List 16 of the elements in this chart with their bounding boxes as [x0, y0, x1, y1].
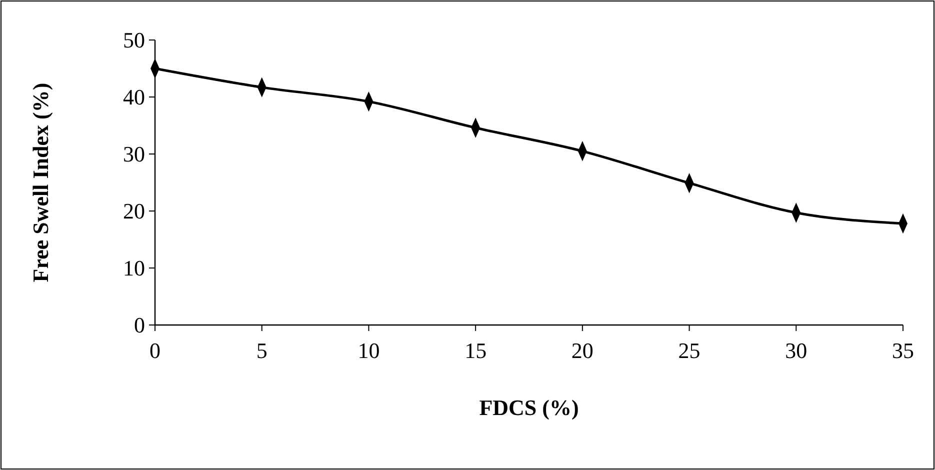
x-tick-label: 35 [892, 338, 914, 363]
x-tick-label: 20 [571, 338, 594, 363]
y-tick-label: 50 [123, 28, 145, 53]
x-tick-label: 10 [358, 338, 380, 363]
x-tick-label: 15 [464, 338, 487, 363]
x-tick-label: 5 [256, 338, 268, 363]
x-tick-label: 0 [150, 338, 160, 363]
x-axis-title: FDCS (%) [479, 395, 579, 420]
x-tick-label: 25 [678, 338, 700, 363]
y-tick-label: 40 [123, 84, 145, 110]
y-tick-label: 10 [123, 256, 145, 281]
y-tick-label: 30 [123, 142, 145, 167]
y-axis-title: Free Swell Index (%) [28, 82, 53, 282]
y-tick-label: 20 [123, 198, 145, 224]
x-tick-label: 30 [785, 338, 808, 363]
y-tick-label: 0 [134, 312, 145, 338]
